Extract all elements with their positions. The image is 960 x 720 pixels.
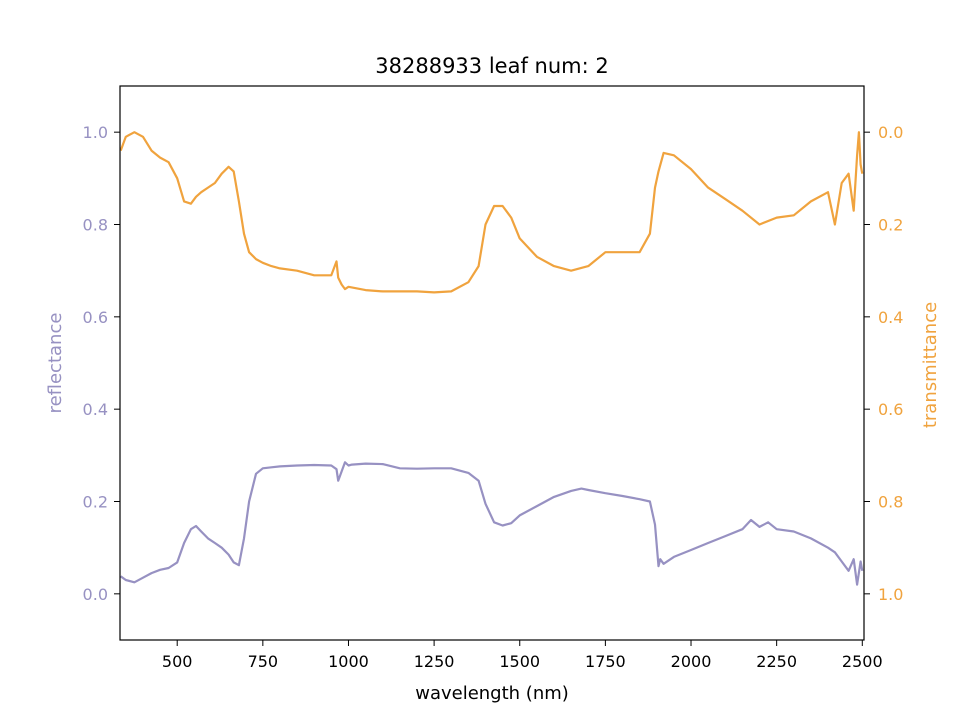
left-y-tick-label: 0.6 <box>83 308 108 327</box>
reflectance-series-line <box>120 461 864 586</box>
x-tick-label: 1750 <box>585 652 626 671</box>
right-y-tick-label: 0.2 <box>878 216 903 235</box>
x-tick-label: 2000 <box>671 652 712 671</box>
x-tick-label: 500 <box>162 652 193 671</box>
x-tick-label: 1000 <box>328 652 369 671</box>
left-axis-label: reflectance <box>45 313 66 414</box>
chart-title: 38288933 leaf num: 2 <box>375 54 608 78</box>
left-y-tick-label: 1.0 <box>83 123 108 142</box>
left-y-tick-label: 0.8 <box>83 216 108 235</box>
left-y-tick-label: 0.2 <box>83 493 108 512</box>
left-y-tick-label: 0.0 <box>83 585 108 604</box>
x-tick-label: 1250 <box>414 652 455 671</box>
plot-frame <box>119 85 865 641</box>
x-tick-label: 2250 <box>756 652 797 671</box>
right-axis-label: transmittance <box>920 302 941 428</box>
x-axis-label: wavelength (nm) <box>415 683 569 704</box>
right-y-tick-label: 0.0 <box>878 123 903 142</box>
left-y-tick-label: 0.4 <box>83 400 108 419</box>
transmittance-series-line <box>120 131 864 294</box>
right-y-tick-label: 1.0 <box>878 585 903 604</box>
x-tick-label: 2500 <box>842 652 883 671</box>
right-y-tick-label: 0.6 <box>878 400 903 419</box>
right-y-tick-label: 0.8 <box>878 493 903 512</box>
right-y-tick-label: 0.4 <box>878 308 903 327</box>
x-tick-label: 1500 <box>499 652 540 671</box>
x-tick-label: 750 <box>248 652 279 671</box>
